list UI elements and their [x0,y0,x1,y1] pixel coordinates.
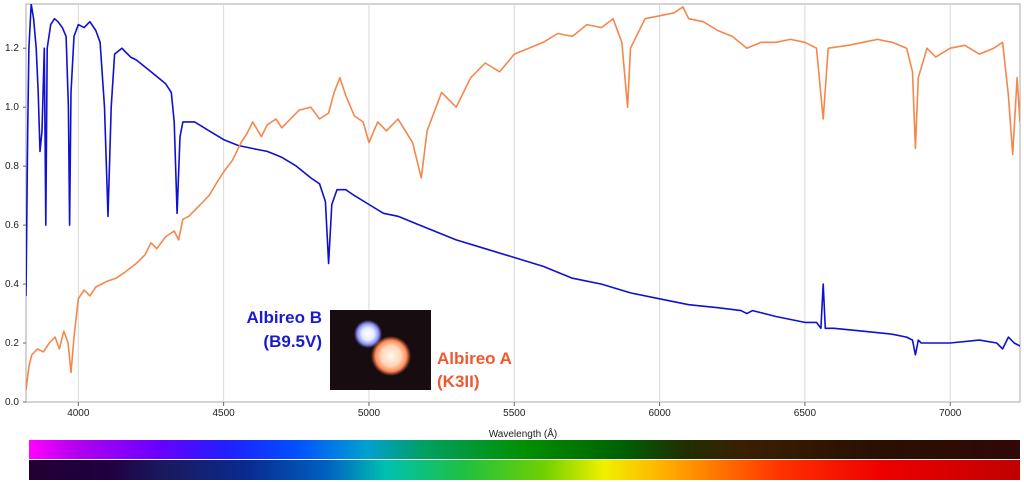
x-tick-label: 4500 [213,408,236,419]
series-group [26,4,1020,391]
y-tick-label: 0.6 [5,220,19,231]
x-tick-label: 5500 [503,408,526,419]
color-spectrum-bar [29,440,1020,480]
y-tick-label: 1.2 [5,43,19,54]
albireo-photo-inset [330,310,431,390]
plot-area [25,3,1021,403]
spectrum-strip-top [29,440,1020,459]
x-axis-title: Wavelength (Å) [489,427,558,440]
albireo-b-star-image [354,320,382,348]
albireo-b-type-label: (B9.5V) [263,332,322,351]
y-axis: 0.0 0.2 0.4 0.6 0.8 1.0 1.2 [5,43,26,408]
x-tick-label: 6500 [794,408,817,419]
y-tick-label: 0.8 [5,161,19,172]
y-tick-label: 0.0 [5,397,19,408]
x-tick-label: 4000 [67,408,90,419]
albireo-b-label: Albireo B [246,308,322,327]
albireo-a-type-label: (K3II) [437,372,480,391]
spectrum-strip-bottom [29,460,1020,480]
y-tick-label: 1.0 [5,102,19,113]
albireo-a-label: Albireo A [437,349,512,368]
grid-lines [77,4,951,402]
x-tick-label: 7000 [939,408,962,419]
x-tick-label: 5000 [358,408,381,419]
albireo-a-star-image [371,336,411,376]
y-tick-label: 0.4 [5,279,19,290]
albireo-a-spectrum-line [26,6,1020,391]
x-tick-label: 6000 [648,408,671,419]
y-tick-label: 0.2 [5,338,19,349]
x-axis: 4000 4500 5000 5500 6000 6500 7000 [67,402,962,419]
albireo-b-spectrum-line [26,4,1020,356]
